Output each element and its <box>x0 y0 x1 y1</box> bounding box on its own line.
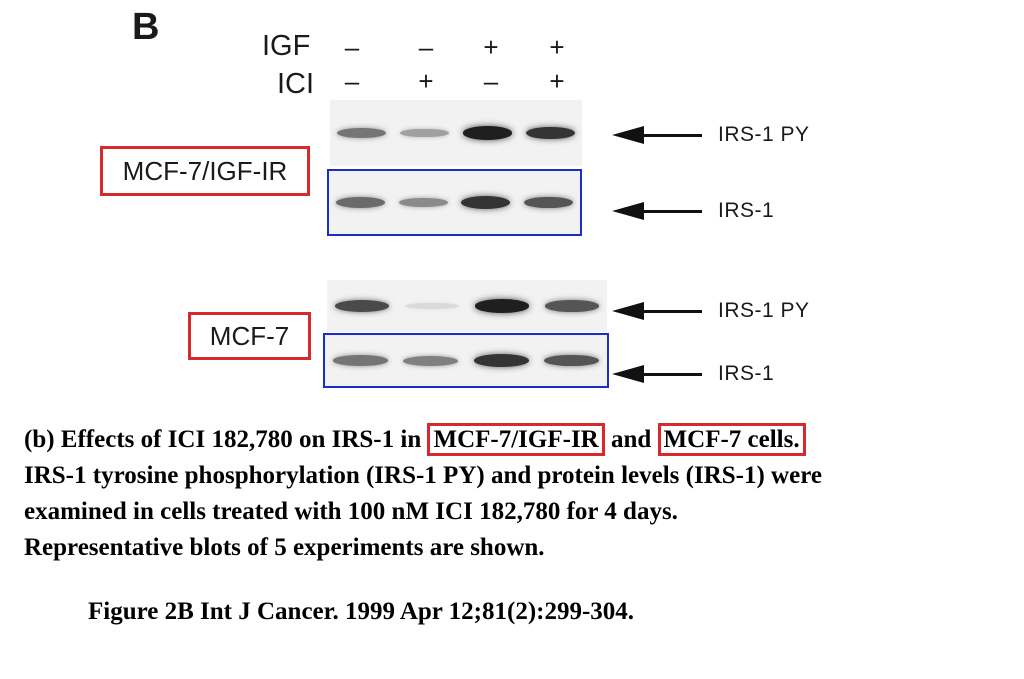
blot-label: IRS-1 <box>718 199 775 222</box>
blot-band <box>544 354 600 367</box>
blot-band <box>474 299 530 313</box>
arrow-irs1-py: IRS-1 PY <box>612 123 810 147</box>
arrow-head <box>612 202 644 220</box>
blot-band <box>544 300 600 312</box>
blot-band <box>525 126 576 140</box>
blot-band <box>462 126 513 140</box>
figure-citation: Figure 2B Int J Cancer. 1999 Apr 12;81(2… <box>88 598 635 625</box>
arrow-irs1: IRS-1 <box>612 199 774 223</box>
lane-sign: – <box>418 32 434 62</box>
blot-band <box>332 355 388 366</box>
arrow-irs1: IRS-1 <box>612 362 774 386</box>
blot-mcf7-igfir-irs1 <box>327 169 582 236</box>
caption-line-1: (b) Effects of ICI 182,780 on IRS-1 in M… <box>24 422 1014 458</box>
arrow-shaft <box>644 309 702 313</box>
treatment-label-ici: ICI <box>277 68 315 100</box>
arrow-head <box>612 302 644 320</box>
caption-highlight-mcf7-igfir: MCF-7/IGF-IR <box>427 423 605 456</box>
blot-label: IRS-1 <box>718 362 775 385</box>
lane-sign: + <box>418 66 434 96</box>
caption-text: and <box>604 426 658 453</box>
arrow-head <box>612 365 644 383</box>
blot-mcf7-irs1 <box>323 333 609 388</box>
arrow-head <box>612 126 644 144</box>
arrow-shaft <box>644 372 702 376</box>
blot-label: IRS-1 PY <box>718 299 810 322</box>
lane-sign: + <box>549 66 565 96</box>
blot-band <box>336 127 387 139</box>
blot-band <box>335 197 385 208</box>
caption-text: (b) Effects of ICI 182,780 on IRS-1 in <box>24 426 428 453</box>
panel-letter: B <box>132 6 160 48</box>
blot-band <box>473 354 529 367</box>
blot-band <box>403 355 459 366</box>
caption-highlight-mcf7: MCF-7 cells. <box>657 423 806 456</box>
blot-label: IRS-1 PY <box>718 123 810 146</box>
lane-sign: + <box>483 32 499 62</box>
arrow-irs1-py: IRS-1 PY <box>612 299 810 323</box>
blot-mcf7-igfir-irs1-py <box>330 100 582 166</box>
treatment-label-igf: IGF <box>262 30 311 62</box>
blot-band <box>524 196 574 209</box>
lane-sign: – <box>344 66 360 96</box>
caption-line-2: IRS-1 tyrosine phosphorylation (IRS-1 PY… <box>24 462 822 489</box>
cell-line-label-mcf7: MCF-7 <box>188 312 311 360</box>
blot-band <box>404 302 460 310</box>
blot-band <box>334 300 390 312</box>
caption-line-3: examined in cells treated with 100 nM IC… <box>24 498 678 525</box>
caption-line-4: Representative blots of 5 experiments ar… <box>24 534 545 561</box>
blot-band <box>399 128 450 138</box>
blot-band <box>461 196 511 209</box>
cell-line-label-mcf7-igfir: MCF-7/IGF-IR <box>100 146 310 196</box>
lane-sign: – <box>483 66 499 96</box>
lane-sign: – <box>344 32 360 62</box>
arrow-shaft <box>644 209 702 213</box>
blot-band <box>398 197 448 208</box>
lane-sign: + <box>549 32 565 62</box>
blot-mcf7-irs1-py <box>327 280 607 332</box>
arrow-shaft <box>644 133 702 137</box>
figure-caption: (b) Effects of ICI 182,780 on IRS-1 in M… <box>24 422 1014 566</box>
